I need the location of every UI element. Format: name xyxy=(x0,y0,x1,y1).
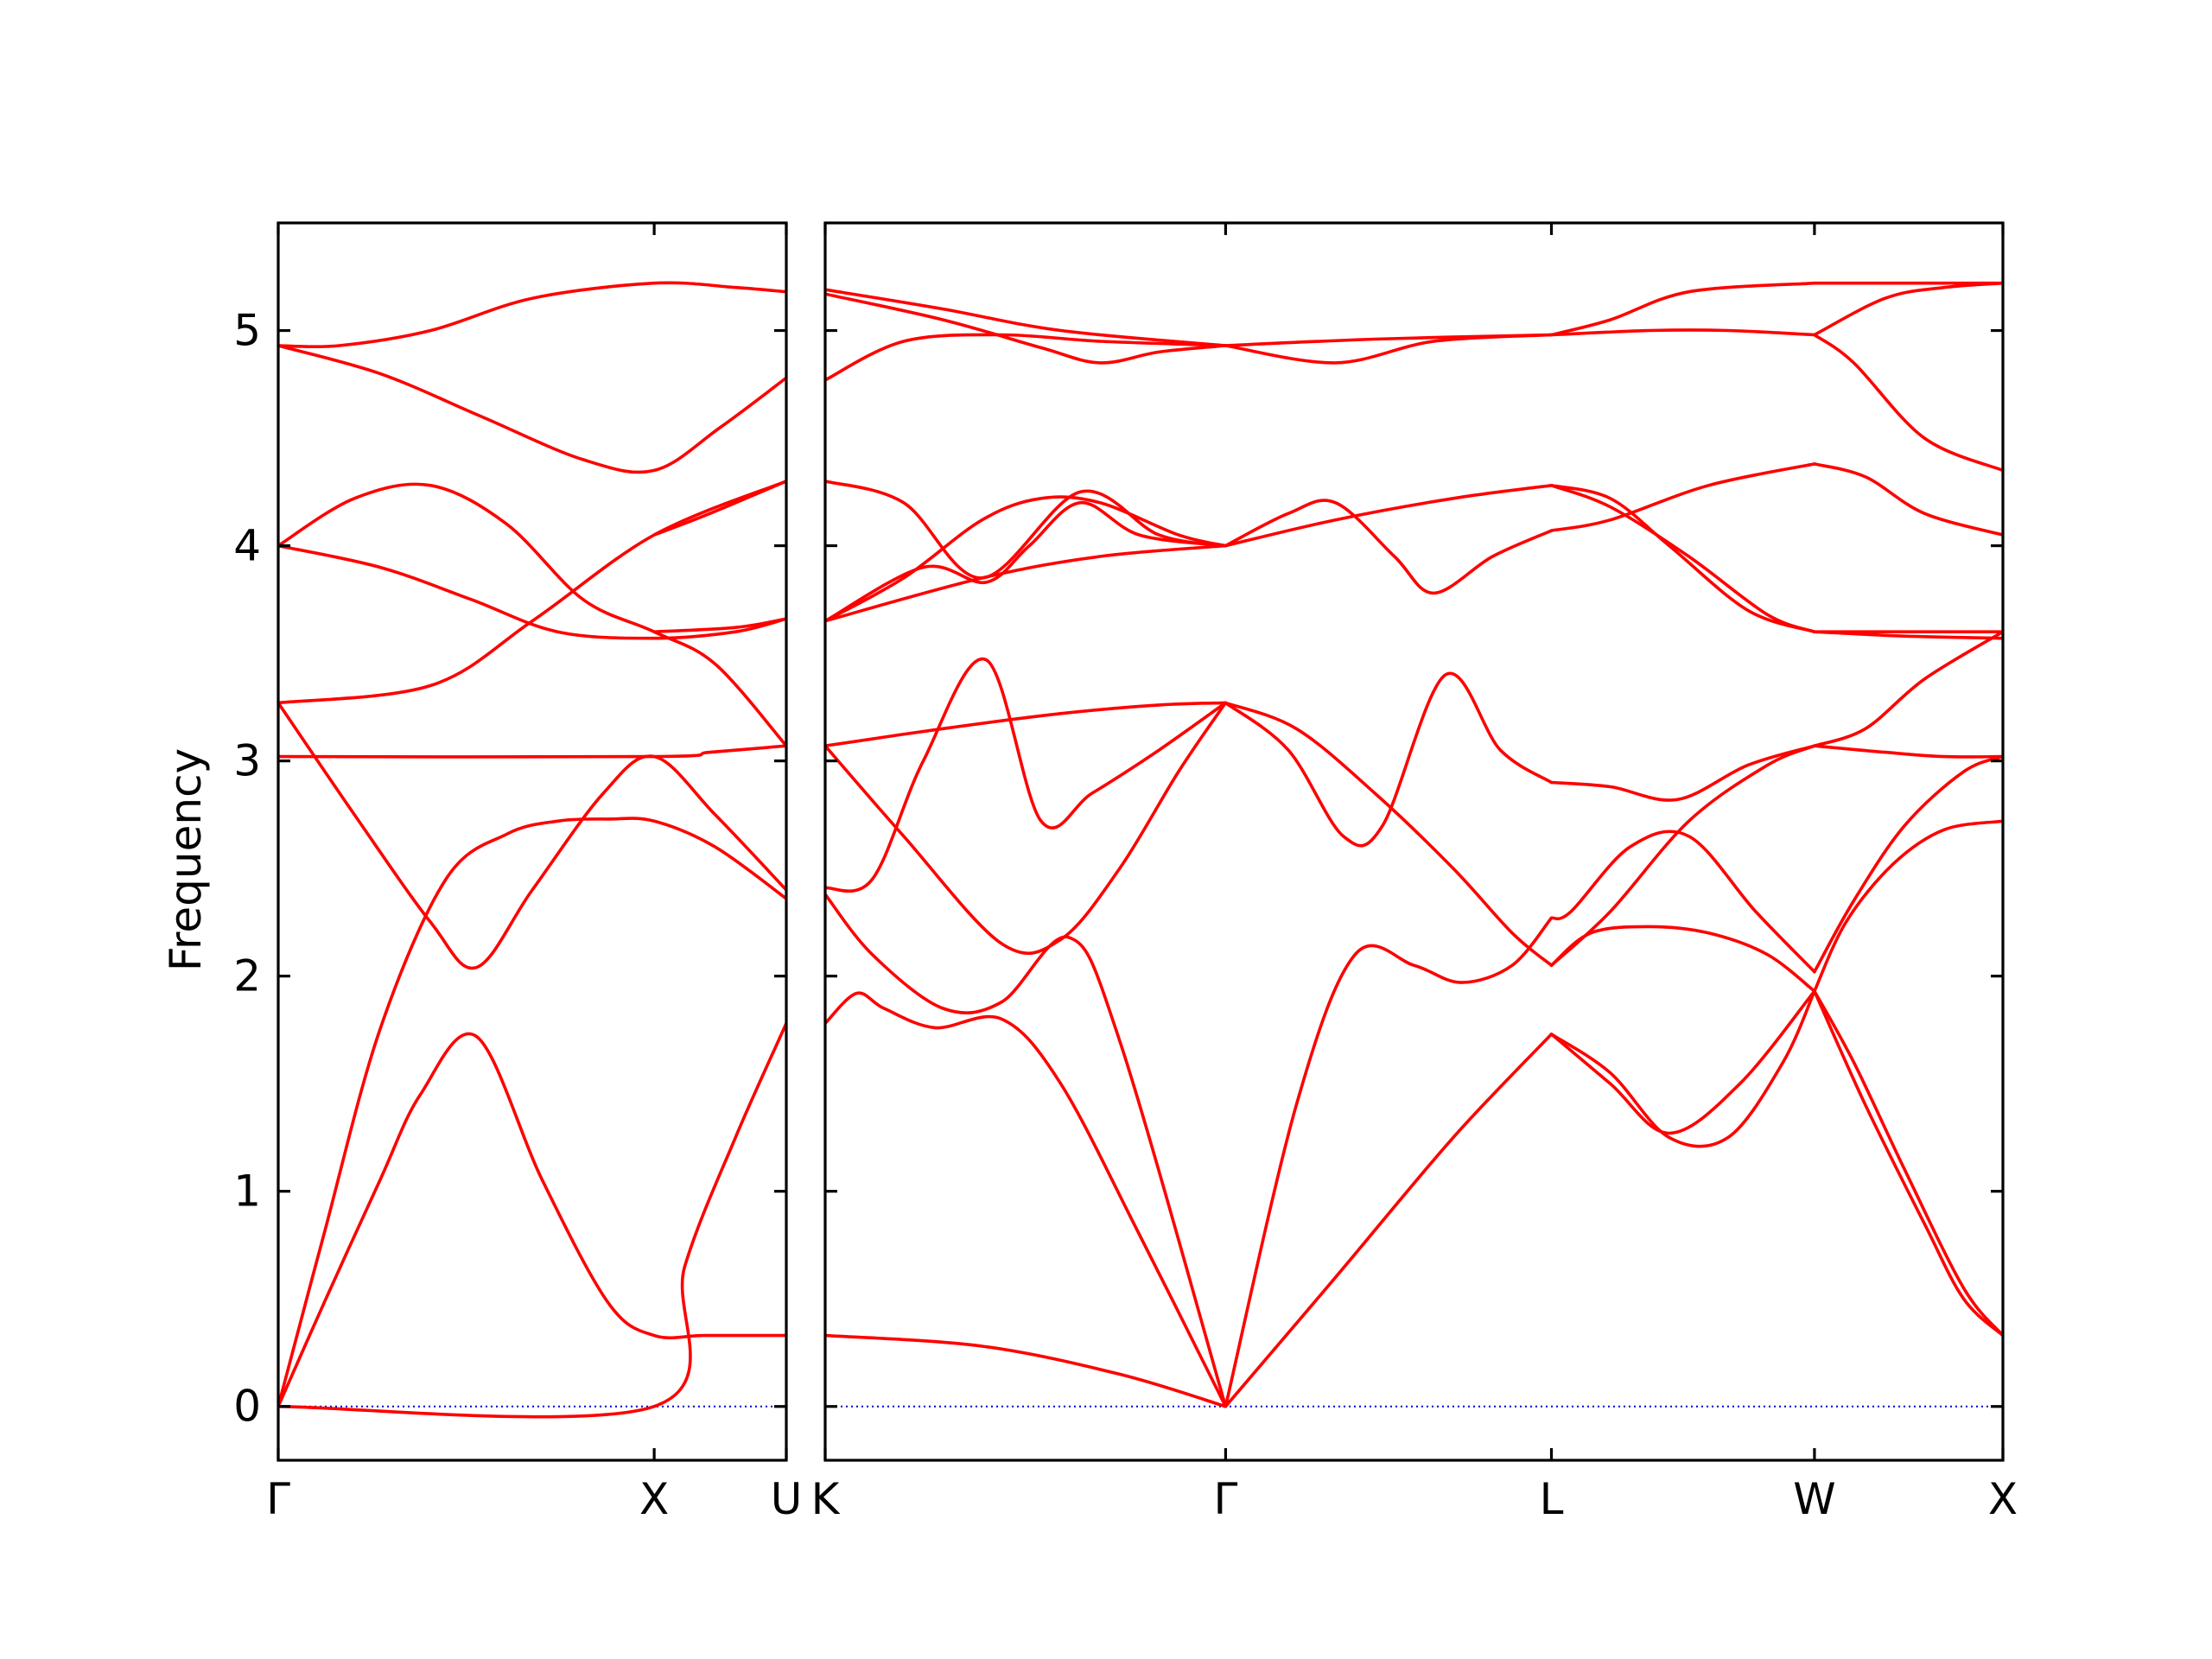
band-line xyxy=(278,344,786,474)
band-line xyxy=(825,701,1228,747)
band-line xyxy=(278,1021,786,1419)
y-axis-title: Frequency xyxy=(161,748,211,971)
band-line xyxy=(825,991,1228,1408)
band-line xyxy=(1813,462,2003,537)
band-line xyxy=(652,617,786,633)
band-line xyxy=(1813,281,2003,337)
x-tick-label: K xyxy=(811,1474,841,1524)
x-tick-label: Γ xyxy=(1213,1474,1237,1524)
band-line xyxy=(1549,484,1816,633)
x-tick-label: X xyxy=(1988,1474,2018,1524)
band-line xyxy=(278,817,786,1408)
band-line xyxy=(825,893,1228,1408)
axes-frame xyxy=(823,221,2005,1462)
band-line xyxy=(1549,830,1816,974)
band-line xyxy=(1224,1033,1554,1408)
band-line xyxy=(278,480,786,705)
y-tick-label: 2 xyxy=(233,951,261,1001)
band-line xyxy=(825,543,1228,623)
band-line xyxy=(278,744,786,759)
y-tick-label: 3 xyxy=(233,736,261,786)
x-tick-label: Γ xyxy=(266,1474,290,1524)
band-line xyxy=(1813,630,2003,747)
band-line xyxy=(1224,484,1554,548)
band-line xyxy=(278,701,786,970)
band-line xyxy=(1813,989,2003,1338)
band-line xyxy=(1813,754,2003,974)
band-line xyxy=(825,1333,1228,1408)
y-tick-label: 4 xyxy=(233,521,261,571)
band-line xyxy=(1549,925,1816,993)
band-line xyxy=(825,292,1228,365)
band-line xyxy=(1224,916,1554,1408)
band-line xyxy=(278,543,786,640)
band-line xyxy=(825,480,1228,580)
band-line xyxy=(1549,328,1816,337)
band-line xyxy=(1549,989,1816,1135)
band-line xyxy=(1224,333,1554,347)
band-line xyxy=(1549,281,1816,337)
band-line xyxy=(825,657,1228,893)
band-line xyxy=(1549,989,1816,1148)
x-tick-label: L xyxy=(1540,1474,1564,1524)
x-tick-label: X xyxy=(639,1474,669,1524)
band-line xyxy=(652,480,786,537)
band-line xyxy=(278,1032,786,1408)
band-line xyxy=(1549,484,1816,633)
axes-frame xyxy=(276,221,788,1462)
band-line xyxy=(1813,819,2003,993)
y-tick-label: 5 xyxy=(233,306,261,356)
band-line xyxy=(1224,701,1554,967)
band-line xyxy=(1224,499,1554,595)
band-line xyxy=(1813,744,2003,759)
band-line xyxy=(825,288,1228,347)
y-tick-label: 0 xyxy=(233,1382,261,1432)
x-tick-label: U xyxy=(771,1474,803,1524)
band-line xyxy=(1224,671,1554,848)
left-panel: 0 1 2 3 4 5 Γ X U xyxy=(233,221,803,1524)
x-tick-label: W xyxy=(1793,1474,1835,1524)
band-group xyxy=(825,281,2003,1408)
band-group xyxy=(278,281,786,1419)
band-line xyxy=(825,500,1228,623)
band-line xyxy=(1813,333,2003,473)
band-line xyxy=(825,495,1228,623)
band-line xyxy=(1549,744,1816,967)
band-line xyxy=(825,701,1228,956)
band-line xyxy=(1549,462,1816,532)
band-line xyxy=(278,281,786,349)
band-line xyxy=(1813,989,2003,1338)
band-line xyxy=(278,482,786,747)
band-line xyxy=(1549,744,1816,802)
y-tick-label: 1 xyxy=(233,1166,261,1217)
